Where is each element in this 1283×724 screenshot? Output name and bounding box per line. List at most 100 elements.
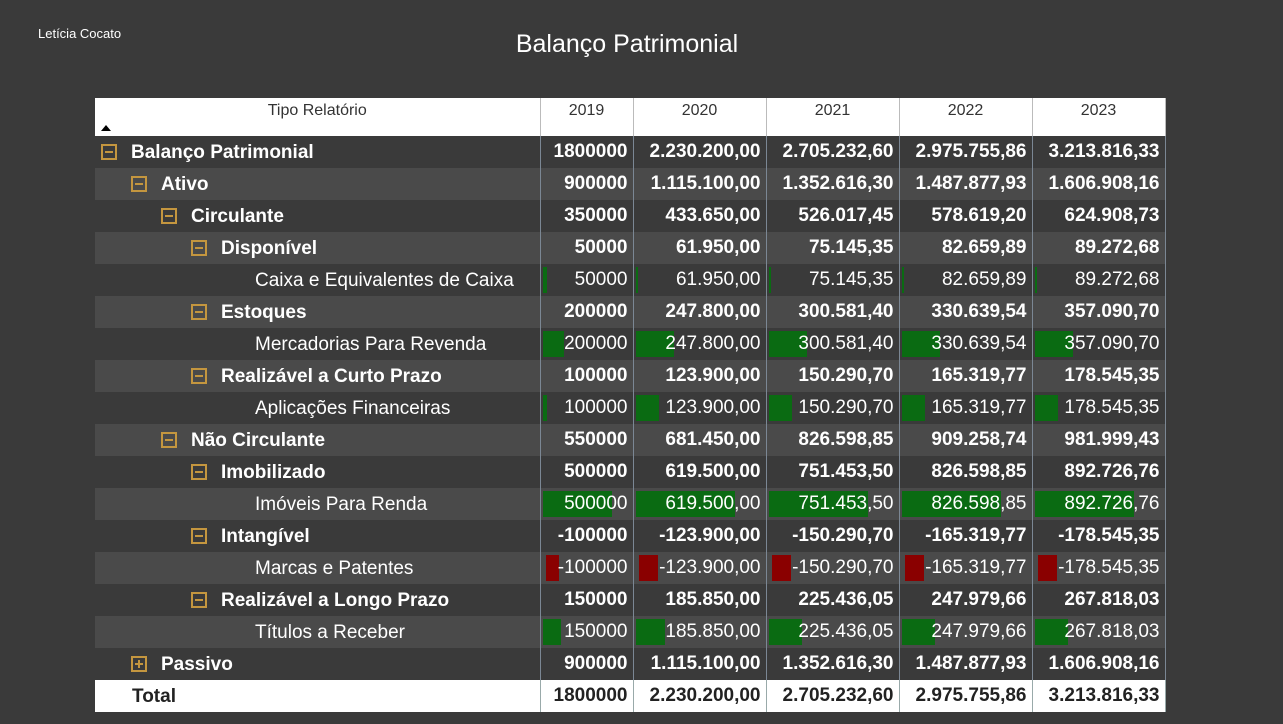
table-row[interactable]: Realizável a Longo Prazo 150000 185.850,00… xyxy=(95,584,1166,616)
row-label: Passivo xyxy=(161,654,233,675)
value-cell: 2.230.200,00 xyxy=(633,136,767,168)
collapse-icon[interactable] xyxy=(161,208,177,224)
collapse-icon[interactable] xyxy=(161,432,177,448)
value-cell: 2.705.232,60 xyxy=(766,136,900,168)
row-label: Realizável a Longo Prazo xyxy=(221,590,450,611)
header-year-2019[interactable]: 2019 xyxy=(540,98,634,136)
value-text: 300.581,40 xyxy=(798,301,894,322)
value-text: 1.352.616,30 xyxy=(782,173,894,194)
table-row[interactable]: Balanço Patrimonial 1800000 2.230.200,00 2.… xyxy=(95,136,1166,168)
collapse-icon[interactable] xyxy=(101,144,117,160)
table-row[interactable]: Estoques 200000 247.800,00 300.581,40 330.63… xyxy=(95,296,1166,328)
table-row[interactable]: Marcas e Patentes -100000 -123.900,00 -150.… xyxy=(95,552,1166,584)
table-row[interactable]: Intangível -100000 -123.900,00 -150.290,70 -… xyxy=(95,520,1166,552)
value-cell: 123.900,00 xyxy=(633,392,767,424)
row-label-cell: Disponível xyxy=(95,232,541,264)
table-row[interactable]: Não Circulante 550000 681.450,00 826.598,85… xyxy=(95,424,1166,456)
row-label-cell: Imóveis Para Renda xyxy=(95,488,541,520)
collapse-icon[interactable] xyxy=(131,176,147,192)
positive-data-bar xyxy=(768,395,793,421)
value-cell: 1.352.616,30 xyxy=(766,648,900,680)
value-cell: 900000 xyxy=(540,168,634,200)
value-text: 225.436,05 xyxy=(798,589,894,610)
row-label-cell: Caixa e Equivalentes de Caixa xyxy=(95,264,541,296)
row-label: Estoques xyxy=(221,302,307,323)
negative-data-bar xyxy=(1037,555,1058,581)
value-cell: 89.272,68 xyxy=(1032,232,1166,264)
positive-data-bar xyxy=(1034,491,1134,517)
value-cell: 267.818,03 xyxy=(1032,616,1166,648)
value-text: -150.290,70 xyxy=(792,557,894,578)
positive-data-bar xyxy=(542,331,564,357)
collapse-icon[interactable] xyxy=(191,304,207,320)
collapse-icon[interactable] xyxy=(191,464,207,480)
value-cell: 89.272,68 xyxy=(1032,264,1166,296)
total-value-text: 2.230.200,00 xyxy=(649,685,761,706)
row-label: Imobilizado xyxy=(221,462,326,483)
value-cell: 247.979,66 xyxy=(899,616,1033,648)
table-row[interactable]: Caixa e Equivalentes de Caixa 50000 61.950… xyxy=(95,264,1166,296)
table-row[interactable]: Ativo 900000 1.115.100,00 1.352.616,30 1.487… xyxy=(95,168,1166,200)
value-cell: 123.900,00 xyxy=(633,360,767,392)
value-cell: 100000 xyxy=(540,392,634,424)
value-text: 267.818,03 xyxy=(1064,589,1160,610)
positive-data-bar xyxy=(768,491,868,517)
header-year-2022[interactable]: 2022 xyxy=(899,98,1033,136)
header-year-2023[interactable]: 2023 xyxy=(1032,98,1166,136)
value-text: 751.453,50 xyxy=(798,461,894,482)
positive-data-bar xyxy=(901,619,935,645)
collapse-icon[interactable] xyxy=(191,240,207,256)
value-cell: -123.900,00 xyxy=(633,552,767,584)
value-cell: 1.487.877,93 xyxy=(899,648,1033,680)
value-text: 1.606.908,16 xyxy=(1048,173,1160,194)
row-label-cell: Intangível xyxy=(95,520,541,552)
value-text: 500000 xyxy=(564,493,628,514)
negative-data-bar xyxy=(771,555,792,581)
value-text: 2.230.200,00 xyxy=(649,141,761,162)
table-row[interactable]: Realizável a Curto Prazo 100000 123.900,00… xyxy=(95,360,1166,392)
table-row[interactable]: Imóveis Para Renda 500000 619.500,00 751.45… xyxy=(95,488,1166,520)
sort-ascending-icon[interactable] xyxy=(101,125,111,131)
value-text: 619.500,00 xyxy=(665,493,761,514)
value-cell: 1.115.100,00 xyxy=(633,648,767,680)
table-row[interactable]: Disponível 50000 61.950,00 75.145,35 82.659,… xyxy=(95,232,1166,264)
value-cell: 892.726,76 xyxy=(1032,488,1166,520)
table-row[interactable]: Aplicações Financeiras 100000 123.900,00 15… xyxy=(95,392,1166,424)
value-cell: 1800000 xyxy=(540,136,634,168)
value-cell: 681.450,00 xyxy=(633,424,767,456)
value-text: 357.090,70 xyxy=(1064,301,1160,322)
row-label-cell: Ativo xyxy=(95,168,541,200)
positive-data-bar xyxy=(635,395,660,421)
value-cell: 826.598,85 xyxy=(899,456,1033,488)
collapse-icon[interactable] xyxy=(191,368,207,384)
row-label: Mercadorias Para Revenda xyxy=(255,334,487,355)
positive-data-bar xyxy=(768,331,807,357)
value-cell: 150000 xyxy=(540,616,634,648)
value-text: 350000 xyxy=(564,205,628,226)
positive-data-bar xyxy=(1034,395,1059,421)
header-tipo-relatorio[interactable]: Tipo Relatório xyxy=(95,98,541,136)
total-row: Total 1800000 2.230.200,00 2.705.232,60 2.97… xyxy=(95,680,1166,712)
value-text: 330.639,54 xyxy=(931,301,1027,322)
positive-data-bar xyxy=(1034,267,1038,293)
header-year-2021[interactable]: 2021 xyxy=(766,98,900,136)
table-row[interactable]: Imobilizado 500000 619.500,00 751.453,50 826… xyxy=(95,456,1166,488)
header-year-2020[interactable]: 2020 xyxy=(633,98,767,136)
table-row[interactable]: Circulante 350000 433.650,00 526.017,45 578.… xyxy=(95,200,1166,232)
positive-data-bar xyxy=(1034,619,1068,645)
row-label: Balanço Patrimonial xyxy=(131,142,314,163)
value-text: 75.145,35 xyxy=(808,237,894,258)
value-text: 500000 xyxy=(564,461,628,482)
value-text: 150.290,70 xyxy=(798,365,894,386)
value-text: -123.900,00 xyxy=(659,525,761,546)
collapse-icon[interactable] xyxy=(191,528,207,544)
table-row[interactable]: Passivo 900000 1.115.100,00 1.352.616,30 1.4… xyxy=(95,648,1166,680)
value-text: 82.659,89 xyxy=(941,269,1027,290)
collapse-icon[interactable] xyxy=(191,592,207,608)
value-text: 247.800,00 xyxy=(665,333,761,354)
value-cell: 619.500,00 xyxy=(633,456,767,488)
table-row[interactable]: Mercadorias Para Revenda 200000 247.800,00… xyxy=(95,328,1166,360)
positive-data-bar xyxy=(542,619,561,645)
expand-icon[interactable] xyxy=(131,656,147,672)
table-row[interactable]: Títulos a Receber 150000 185.850,00 225.436… xyxy=(95,616,1166,648)
